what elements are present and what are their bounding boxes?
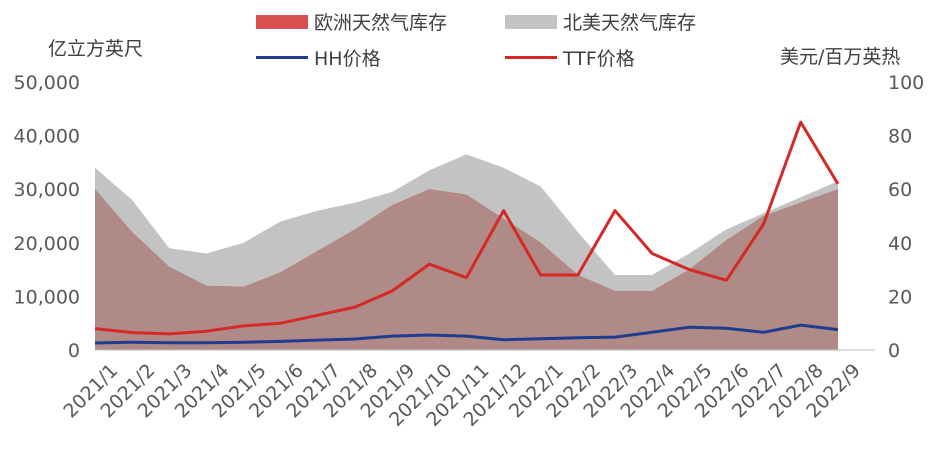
- right-tick-label: 100: [888, 72, 924, 94]
- right-tick-label: 40: [888, 233, 912, 255]
- legend-ttf: TTF价格: [505, 44, 635, 71]
- area-series: [95, 154, 838, 350]
- legend-hh: HH价格: [256, 44, 381, 71]
- hh-price-line: [94, 323, 839, 345]
- legend-na-label: 北美天然气库存: [563, 12, 697, 34]
- right-tick-label: 60: [888, 179, 912, 201]
- legend-ttf-label: TTF价格: [563, 48, 635, 70]
- ttf-price-line: [94, 120, 840, 336]
- left-tick-label: 10,000: [14, 286, 80, 308]
- storage-overlap-area: [95, 189, 838, 350]
- legend-eu-label: 欧洲天然气库存: [314, 12, 448, 34]
- left-tick-label: 40,000: [14, 126, 80, 148]
- left-tick-label: 0: [68, 340, 80, 362]
- right-tick-label: 20: [888, 286, 912, 308]
- legend-eu-swatch: [256, 14, 308, 29]
- legend-eu-storage: 欧洲天然气库存: [256, 8, 447, 35]
- legend-na-storage: 北美天然气库存: [505, 8, 696, 35]
- line-series: [94, 120, 840, 345]
- legend-ttf-swatch: [505, 56, 557, 59]
- right-axis-title: 美元/百万英热: [780, 46, 901, 68]
- right-tick-label: 0: [888, 340, 900, 362]
- right-tick-label: 80: [888, 126, 912, 148]
- left-axis-title: 亿立方英尺: [48, 38, 144, 60]
- legend-hh-swatch: [256, 56, 308, 59]
- legend-na-swatch: [505, 14, 557, 29]
- legend-hh-label: HH价格: [314, 48, 381, 70]
- left-tick-label: 30,000: [14, 179, 80, 201]
- left-tick-label: 50,000: [14, 72, 80, 94]
- left-tick-label: 20,000: [14, 233, 80, 255]
